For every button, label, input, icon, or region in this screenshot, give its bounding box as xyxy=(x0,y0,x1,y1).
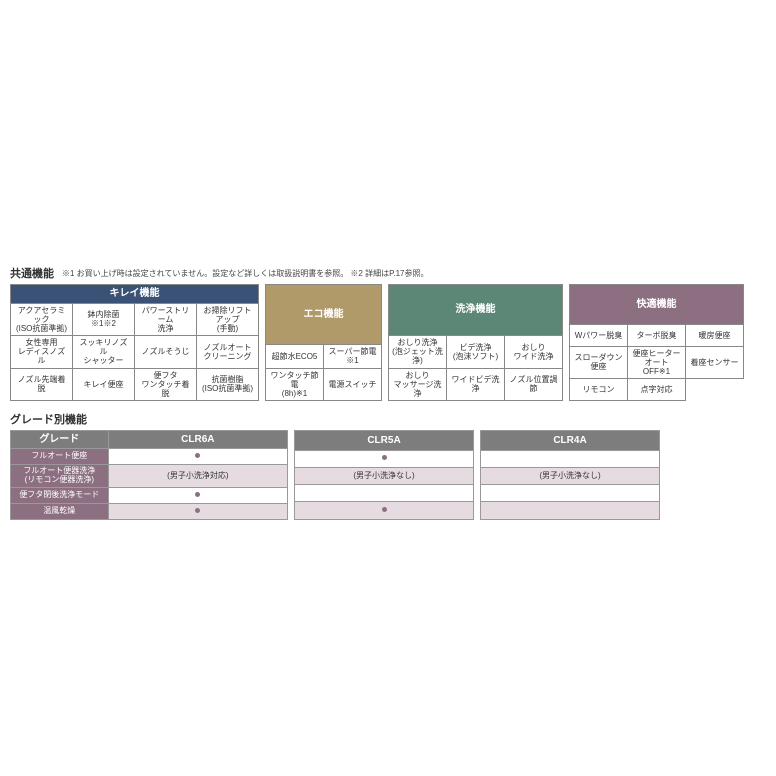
wash-cell: おしりワイド洗浄 xyxy=(505,336,563,369)
eco-table: エコ機能 超節水ECO5 スーパー節電※1 ワンタッチ節電(8h)※1 電源スイ… xyxy=(265,284,382,401)
comfort-table: 快適機能 Wパワー脱臭 ターボ脱臭 暖房便座 スローダウン便座 便座ヒーターオー… xyxy=(569,284,744,401)
grade-cell xyxy=(481,485,660,502)
eco-cell: ワンタッチ節電(8h)※1 xyxy=(266,368,324,401)
grade-cell xyxy=(481,502,660,519)
wash-table: 洗浄機能 おしり洗浄(泡ジェット洗浄) ビデ洗浄(泡沫ソフト) おしりワイド洗浄… xyxy=(388,284,563,401)
grade-cell xyxy=(108,503,287,519)
common-header: 共通機能 ※1 お買い上げ時は設定されていません。設定など詳しくは取扱説明書を参… xyxy=(10,265,766,281)
comfort-cell: 暖房便座 xyxy=(686,324,744,346)
common-note: ※1 お買い上げ時は設定されていません。設定など詳しくは取扱説明書を参照。 ※2… xyxy=(62,268,429,279)
kirei-cell: 女性専用レディスノズル xyxy=(11,336,73,369)
grade-cell: (男子小洗浄対応) xyxy=(108,465,287,488)
kirei-cell: 鉢内除菌※1※2 xyxy=(73,303,135,336)
grade-row-label: フルオート便座 xyxy=(11,449,109,465)
kirei-cell: パワーストリーム洗浄 xyxy=(135,303,197,336)
grade-row-label: フルオート便器洗浄(リモコン便器洗浄) xyxy=(11,465,109,488)
kirei-cell: ノズルオートクリーニング xyxy=(197,336,259,369)
grade-header-label: グレード xyxy=(11,431,109,449)
kirei-cell: 便フタワンタッチ着脱 xyxy=(135,368,197,401)
grade-cell xyxy=(108,487,287,503)
grade-cell xyxy=(481,450,660,467)
wash-cell: ビデ洗浄(泡沫ソフト) xyxy=(447,336,505,369)
comfort-cell: リモコン xyxy=(570,379,628,401)
wash-cell: おしり洗浄(泡ジェット洗浄) xyxy=(389,336,447,369)
grade-col-header: CLR4A xyxy=(481,431,660,450)
kirei-cell: キレイ便座 xyxy=(73,368,135,401)
wash-cell: ワイドビデ洗浄 xyxy=(447,368,505,401)
eco-cell: スーパー節電※1 xyxy=(324,345,382,368)
kirei-cell: ノズル先端着脱 xyxy=(11,368,73,401)
comfort-cell: スローダウン便座 xyxy=(570,346,628,379)
eco-cell: 電源スイッチ xyxy=(324,368,382,401)
grade-section-title: グレード別機能 xyxy=(10,411,766,427)
grade-cell xyxy=(108,449,287,465)
comfort-cell: Wパワー脱臭 xyxy=(570,324,628,346)
feature-tables-row: キレイ機能 アクアセラミック(ISO抗菌準拠) 鉢内除菌※1※2 パワーストリー… xyxy=(10,284,766,401)
comfort-header: 快適機能 xyxy=(570,285,744,325)
grade-row-label: 便フタ閉後洗浄モード xyxy=(11,487,109,503)
grade-col-table: CLR4A (男子小洗浄なし) xyxy=(480,430,660,520)
kirei-cell: ノズルそうじ xyxy=(135,336,197,369)
comfort-cell: 着座センサー xyxy=(686,346,744,379)
grade-cell xyxy=(295,485,474,502)
kirei-table: キレイ機能 アクアセラミック(ISO抗菌準拠) 鉢内除菌※1※2 パワーストリー… xyxy=(10,284,259,401)
grade-cell xyxy=(295,450,474,467)
eco-header: エコ機能 xyxy=(266,285,382,345)
grade-cell xyxy=(295,502,474,519)
wash-cell: おしりマッサージ洗浄 xyxy=(389,368,447,401)
kirei-cell: お掃除リフトアップ(手動) xyxy=(197,303,259,336)
wash-cell: ノズル位置調節 xyxy=(505,368,563,401)
grade-row-label: 温風乾燥 xyxy=(11,503,109,519)
grade-col-header: CLR6A xyxy=(108,431,287,449)
comfort-cell: 点字対応 xyxy=(628,379,686,401)
kirei-cell: アクアセラミック(ISO抗菌準拠) xyxy=(11,303,73,336)
grade-col-header: CLR5A xyxy=(295,431,474,450)
comfort-cell: ターボ脱臭 xyxy=(628,324,686,346)
kirei-header: キレイ機能 xyxy=(11,285,259,304)
grade-tables: グレードCLR6Aフルオート便座フルオート便器洗浄(リモコン便器洗浄)(男子小洗… xyxy=(10,430,766,520)
grade-main-table: グレードCLR6Aフルオート便座フルオート便器洗浄(リモコン便器洗浄)(男子小洗… xyxy=(10,430,288,520)
kirei-cell: スッキリノズルシャッター xyxy=(73,336,135,369)
grade-cell: (男子小洗浄なし) xyxy=(481,467,660,484)
common-title: 共通機能 xyxy=(10,265,54,281)
kirei-cell: 抗菌樹脂(ISO抗菌準拠) xyxy=(197,368,259,401)
eco-cell: 超節水ECO5 xyxy=(266,345,324,368)
grade-col-table: CLR5A (男子小洗浄なし) xyxy=(294,430,474,520)
grade-cell: (男子小洗浄なし) xyxy=(295,467,474,484)
comfort-cell: 便座ヒーターオートOFF※1 xyxy=(628,346,686,379)
wash-header: 洗浄機能 xyxy=(389,285,563,336)
